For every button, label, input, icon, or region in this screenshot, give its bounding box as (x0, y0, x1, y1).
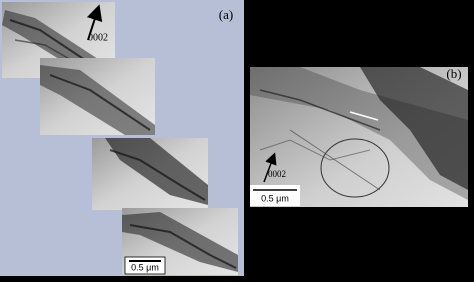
panel-label: (b) (446, 66, 461, 81)
micrograph-b (250, 67, 468, 207)
arrow-label: 0002 (88, 32, 108, 43)
direction-arrow (86, 4, 103, 41)
micrograph-2 (40, 58, 155, 135)
micrograph-3 (92, 138, 208, 210)
direction-arrow (263, 152, 277, 183)
micrograph-4 (122, 208, 238, 275)
arrow-label: 0002 (268, 169, 286, 179)
highlight-circle (320, 138, 390, 198)
scale-bar-label: 0.5 μm (131, 262, 159, 272)
scale-bar-label: 0.5 μm (261, 193, 289, 203)
panel-label: (a) (219, 7, 233, 22)
